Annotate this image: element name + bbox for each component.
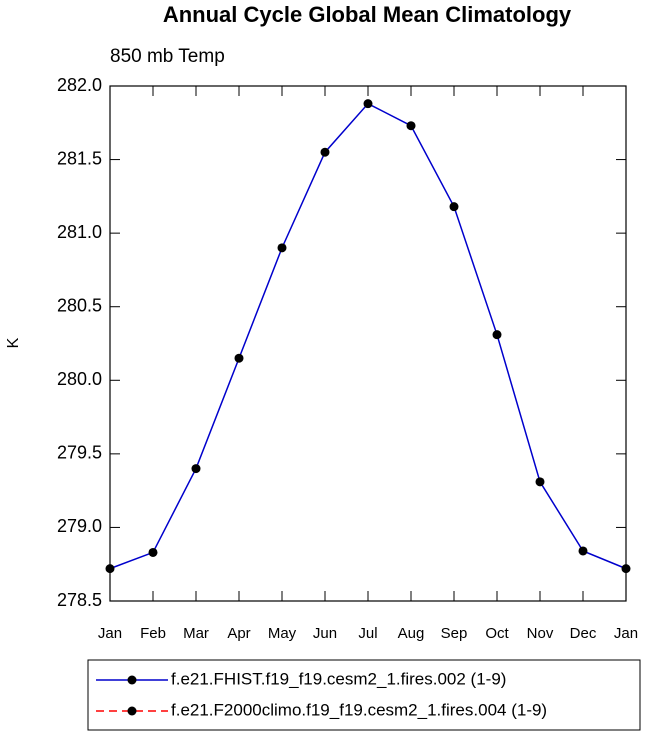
data-point	[449, 202, 459, 212]
x-tick-label: Sep	[441, 625, 468, 642]
chart-subtitle: 850 mb Temp	[110, 46, 225, 67]
x-tick-label: Dec	[570, 625, 597, 642]
y-tick-label: 280.0	[57, 369, 102, 389]
data-point	[234, 353, 244, 363]
data-point	[535, 477, 545, 487]
data-point	[148, 547, 158, 557]
y-tick-label: 281.5	[57, 148, 102, 168]
x-tick-label: Aug	[398, 625, 425, 642]
chart-title: Annual Cycle Global Mean Climatology	[163, 2, 572, 27]
x-tick-label: Feb	[140, 625, 166, 642]
y-tick-label: 280.5	[57, 295, 102, 315]
x-tick-label: Jul	[358, 625, 377, 642]
y-tick-label: 282.0	[57, 75, 102, 95]
legend-marker	[127, 706, 137, 716]
x-tick-label: Nov	[527, 625, 554, 642]
y-tick-label: 279.0	[57, 516, 102, 536]
data-point	[492, 330, 502, 340]
data-point	[320, 147, 330, 157]
data-point	[363, 99, 373, 109]
x-tick-label: Oct	[485, 625, 509, 642]
data-point	[105, 564, 115, 574]
legend-label: f.e21.F2000climo.f19_f19.cesm2_1.fires.0…	[171, 700, 547, 719]
series-line	[109, 102, 627, 570]
legend-label: f.e21.FHIST.f19_f19.cesm2_1.fires.002 (1…	[171, 669, 506, 688]
data-point	[191, 464, 201, 474]
legend-box	[87, 659, 641, 731]
x-tick-label: Mar	[183, 625, 209, 642]
y-tick-label: 279.5	[57, 443, 102, 463]
x-tick-label: Jan	[98, 625, 122, 642]
x-tick-label: Jan	[614, 625, 638, 642]
x-tick-label: Jun	[313, 625, 337, 642]
x-tick-label: Apr	[227, 625, 250, 642]
data-point	[578, 546, 588, 556]
y-axis-label: K	[5, 337, 22, 348]
data-point	[406, 121, 416, 131]
y-tick-label: 278.5	[57, 590, 102, 610]
data-point	[621, 564, 631, 574]
legend-marker	[127, 675, 137, 685]
y-tick-label: 281.0	[57, 222, 102, 242]
x-tick-label: May	[268, 625, 297, 642]
plot-frame	[109, 85, 627, 602]
data-point	[277, 243, 287, 253]
